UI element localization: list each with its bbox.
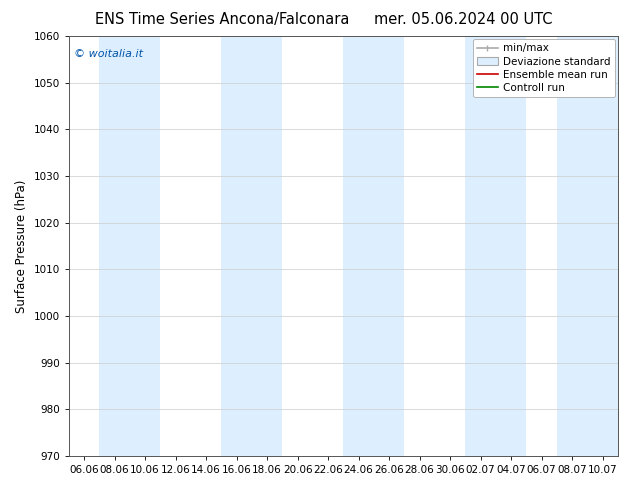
Bar [100,36,160,456]
Bar [557,36,618,456]
Legend: min/max, Deviazione standard, Ensemble mean run, Controll run: min/max, Deviazione standard, Ensemble m… [473,39,615,97]
Y-axis label: Surface Pressure (hPa): Surface Pressure (hPa) [15,179,28,313]
Text: © woitalia.it: © woitalia.it [74,49,143,59]
Bar [344,36,404,456]
Bar [465,36,526,456]
Text: ENS Time Series Ancona/Falconara: ENS Time Series Ancona/Falconara [94,12,349,27]
Bar [221,36,282,456]
Text: mer. 05.06.2024 00 UTC: mer. 05.06.2024 00 UTC [373,12,552,27]
